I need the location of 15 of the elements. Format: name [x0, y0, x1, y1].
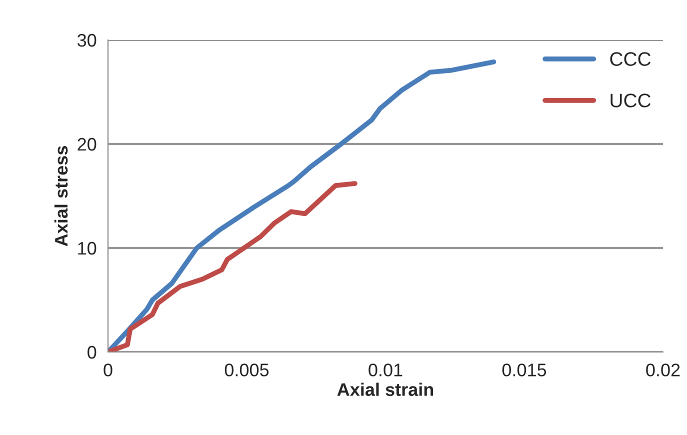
x-tick-label: 0.005 [224, 364, 269, 376]
y-tick-label: 0 [88, 346, 96, 359]
y-tick-label: 30 [77, 34, 96, 47]
x-tick-label: 0.01 [368, 364, 402, 376]
y-tick-label: 10 [78, 242, 96, 255]
line-series [108, 59, 496, 352]
legend-label: CCC [610, 52, 651, 66]
legend-label: UCC [610, 94, 651, 108]
y-tick-label: 20 [78, 138, 96, 151]
x-tick-label: 0.015 [502, 364, 546, 376]
line-series [108, 181, 358, 352]
x-tick-label: 0 [104, 364, 112, 376]
x-axis-title: Axial strain [337, 382, 434, 396]
y-axis-title: Axial stress [54, 146, 68, 246]
x-tick-label: 0.02 [646, 364, 680, 376]
